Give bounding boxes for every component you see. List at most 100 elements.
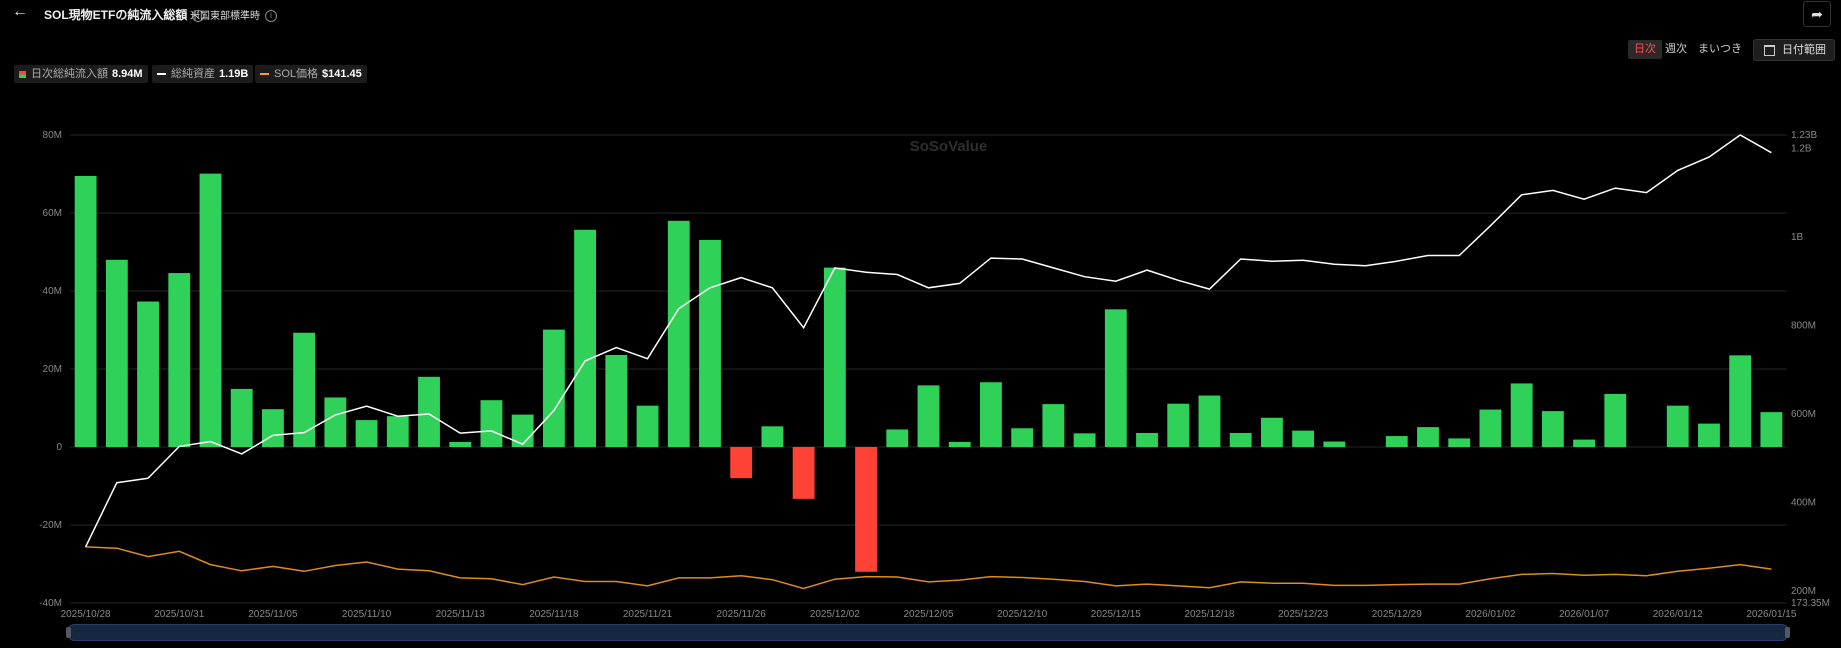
- x-axis-tick-label: 2026/01/15: [1746, 609, 1796, 620]
- x-axis-tick-label: 2025/12/23: [1278, 609, 1328, 620]
- inflow-bar: [230, 388, 253, 447]
- inflow-bar: [917, 385, 940, 447]
- legend-total-assets[interactable]: 総純資産 1.19B: [152, 65, 254, 83]
- left-axis-tick-label: 20M: [43, 364, 62, 375]
- legend-sol-price[interactable]: SOL価格 $141.45: [255, 65, 367, 83]
- inflow-bar: [699, 239, 721, 447]
- watermark: SoSoValue: [910, 138, 988, 155]
- inflow-bar: [1292, 430, 1315, 447]
- inflow-bar: [1666, 405, 1689, 447]
- inflow-bar: [823, 267, 846, 447]
- inflow-bar: [1385, 436, 1408, 447]
- left-axis-tick-label: 0: [56, 442, 62, 453]
- left-axis-tick-label: 40M: [43, 286, 62, 297]
- right-axis-tick-label: 1.2B: [1791, 143, 1812, 154]
- left-axis-tick-label: -40M: [39, 598, 62, 609]
- x-axis-tick-label: 2025/10/28: [61, 609, 111, 620]
- inflow-bar: [1042, 404, 1065, 447]
- inflow-bar: [261, 409, 284, 447]
- inflow-bar: [355, 420, 378, 447]
- inflow-bar: [293, 332, 316, 447]
- legend-value: $141.45: [322, 68, 362, 80]
- x-axis-tick-label: 2026/01/07: [1559, 609, 1609, 620]
- inflow-bar: [792, 447, 815, 499]
- period-monthly-tab[interactable]: まいつき: [1698, 43, 1742, 55]
- date-range-label: 日付範囲: [1782, 44, 1826, 56]
- x-axis-tick-label: 2025/11/26: [717, 609, 767, 620]
- inflow-bar: [480, 400, 503, 447]
- bar-swatch-icon: [19, 70, 26, 78]
- inflow-bar: [1073, 433, 1096, 447]
- right-axis-tick-label: 600M: [1791, 409, 1816, 420]
- inflow-bar: [449, 441, 472, 447]
- date-range-button[interactable]: 日付範囲: [1753, 39, 1835, 61]
- inflow-bar: [1573, 439, 1596, 447]
- x-axis-tick-label: 2025/12/18: [1184, 609, 1234, 620]
- inflow-bar: [1417, 427, 1439, 447]
- inflow-bar: [1198, 395, 1221, 447]
- line-swatch-icon: [260, 73, 269, 76]
- inflow-bar: [636, 405, 659, 447]
- line-swatch-icon: [157, 73, 166, 76]
- range-navigator[interactable]: [66, 624, 1790, 641]
- legend-label: 総純資産: [171, 68, 215, 80]
- inflow-bar: [1510, 383, 1533, 447]
- inflow-bar: [574, 229, 597, 447]
- legend-label: SOL価格: [274, 68, 319, 80]
- inflow-bar: [667, 220, 690, 447]
- period-daily-tab[interactable]: 日次: [1628, 40, 1662, 59]
- period-weekly-tab[interactable]: 週次: [1665, 43, 1687, 55]
- timezone-label: 米国東部標準時 i: [190, 7, 277, 23]
- left-axis-tick-label: 60M: [43, 208, 62, 219]
- inflow-bar: [324, 397, 347, 447]
- inflow-bar: [386, 416, 409, 447]
- inflow-bar: [511, 414, 534, 447]
- x-axis-tick-label: 2026/01/02: [1465, 609, 1515, 620]
- inflow-bar: [1760, 412, 1783, 447]
- inflow-bar: [1479, 409, 1502, 447]
- inflow-bar: [980, 382, 1002, 447]
- share-icon[interactable]: ➦: [1803, 1, 1831, 27]
- x-axis-tick-label: 2025/12/29: [1372, 609, 1422, 620]
- left-axis-tick-label: -20M: [39, 520, 62, 531]
- inflow-bar: [1104, 309, 1127, 447]
- legend-value: 8.94M: [112, 68, 143, 80]
- x-axis-tick-label: 2025/10/31: [154, 609, 204, 620]
- right-axis-tick-label: 1B: [1791, 232, 1804, 243]
- inflow-bar: [1729, 355, 1752, 447]
- inflow-bar: [1541, 411, 1564, 447]
- inflow-bar: [605, 354, 628, 447]
- page-title: SOL現物ETFの純流入総額 i: [44, 6, 205, 23]
- legend-value: 1.19B: [219, 68, 249, 80]
- right-axis-tick-label: 400M: [1791, 498, 1816, 509]
- inflow-bar: [74, 175, 97, 447]
- inflow-bar: [418, 376, 440, 447]
- inflow-bar: [855, 447, 877, 572]
- timezone-text: 米国東部標準時: [190, 11, 260, 22]
- left-axis-tick-label: 80M: [43, 130, 62, 141]
- inflow-bar: [168, 273, 191, 447]
- inflow-bar: [199, 173, 222, 448]
- right-axis-min-label: 173.35M: [1791, 598, 1830, 609]
- x-axis-tick-label: 2025/12/02: [810, 609, 860, 620]
- x-axis-tick-label: 2025/12/15: [1091, 609, 1141, 620]
- legend-daily-inflow[interactable]: 日次総純流入額 8.94M: [14, 65, 148, 83]
- inflow-bar: [542, 329, 565, 447]
- x-axis-tick-label: 2025/11/10: [342, 609, 392, 620]
- navigator-right-handle[interactable]: [1785, 627, 1790, 638]
- info-icon[interactable]: i: [192, 9, 205, 22]
- inflow-bar: [761, 426, 784, 447]
- x-axis-tick-label: 2025/12/10: [997, 609, 1047, 620]
- calendar-icon: [1764, 45, 1775, 56]
- navigator-left-handle[interactable]: [66, 627, 71, 638]
- back-arrow-icon[interactable]: ←: [12, 3, 28, 20]
- right-axis-max-label: 1.23B: [1791, 130, 1817, 141]
- inflow-bar: [1604, 393, 1627, 447]
- inflow-bar: [1229, 432, 1252, 447]
- timezone-info-icon[interactable]: i: [265, 10, 277, 23]
- x-axis-tick-label: 2025/11/13: [436, 609, 486, 620]
- x-axis-tick-label: 2025/11/18: [529, 609, 579, 620]
- x-axis-tick-label: 2025/12/05: [903, 609, 953, 620]
- x-axis-tick-label: 2026/01/12: [1653, 609, 1703, 620]
